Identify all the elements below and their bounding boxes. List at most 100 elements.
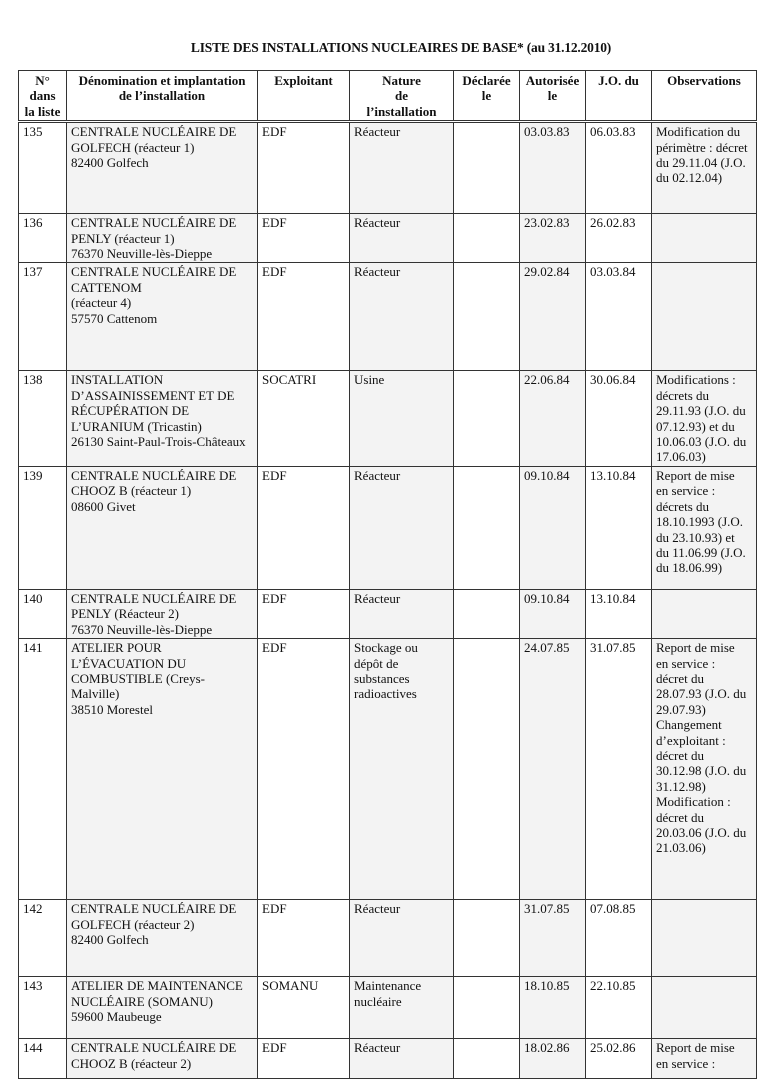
header-authorized: Autorisée le <box>519 69 586 124</box>
cell-jo: 31.07.85 <box>585 638 652 901</box>
cell-observations <box>651 262 757 372</box>
cell-declared <box>453 121 520 215</box>
cell-nature: Réacteur <box>349 1038 454 1079</box>
cell-operator: EDF <box>257 262 350 372</box>
cell-nature: Réacteur <box>349 465 454 590</box>
cell-jo: 25.02.86 <box>585 1038 652 1079</box>
cell-declared <box>453 213 520 264</box>
cell-nature: Réacteur <box>349 213 454 264</box>
cell-declared <box>453 638 520 901</box>
cell-operator: EDF <box>257 465 350 590</box>
table-row: 136 CENTRALE NUCLÉAIRE DE PENLY (réacteur… <box>18 213 757 264</box>
cell-name: CENTRALE NUCLÉAIRE DE CATTENOM (réacteur… <box>66 262 258 372</box>
cell-name: ATELIER POUR L’ÉVACUATION DU COMBUSTIBLE… <box>66 638 258 901</box>
table-row: 144 CENTRALE NUCLÉAIRE DE CHOOZ B (réacte… <box>18 1038 757 1079</box>
table-row: 137 CENTRALE NUCLÉAIRE DE CATTENOM (réact… <box>18 262 757 372</box>
cell-name: CENTRALE NUCLÉAIRE DE PENLY (réacteur 1)… <box>66 213 258 264</box>
cell-operator: EDF <box>257 1038 350 1079</box>
cell-number: 142 <box>18 899 67 978</box>
cell-nature: Stockage ou dépôt de substances radioact… <box>349 638 454 901</box>
header-declared: Déclarée le <box>453 69 520 124</box>
cell-declared <box>453 1038 520 1079</box>
table-row: 142 CENTRALE NUCLÉAIRE DE GOLFECH (réacte… <box>18 899 757 978</box>
cell-name: INSTALLATION D’ASSAINISSEMENT ET DE RÉCU… <box>66 370 258 467</box>
cell-jo: 13.10.84 <box>585 588 652 640</box>
cell-observations: Modifications : décrets du 29.11.93 (J.O… <box>651 370 757 467</box>
cell-number: 143 <box>18 976 67 1040</box>
cell-number: 136 <box>18 213 67 264</box>
cell-authorized: 03.03.83 <box>519 121 586 215</box>
cell-observations: Report de mise en service : décrets du 1… <box>651 465 757 590</box>
cell-observations: Modification du périmètre : décret du 29… <box>651 121 757 215</box>
cell-authorized: 29.02.84 <box>519 262 586 372</box>
cell-jo: 07.08.85 <box>585 899 652 978</box>
table-row: 138 INSTALLATION D’ASSAINISSEMENT ET DE R… <box>18 370 757 467</box>
cell-nature: Maintenance nucléaire <box>349 976 454 1040</box>
cell-number: 137 <box>18 262 67 372</box>
cell-operator: SOCATRI <box>257 370 350 467</box>
header-operator: Exploitant <box>257 69 350 124</box>
cell-operator: SOMANU <box>257 976 350 1040</box>
cell-jo: 30.06.84 <box>585 370 652 467</box>
cell-authorized: 18.10.85 <box>519 976 586 1040</box>
cell-jo: 06.03.83 <box>585 121 652 215</box>
table-row: 135 CENTRALE NUCLÉAIRE DE GOLFECH (réacte… <box>18 121 757 215</box>
cell-observations <box>651 213 757 264</box>
cell-declared <box>453 370 520 467</box>
header-jo: J.O. du <box>585 69 652 124</box>
cell-observations <box>651 588 757 640</box>
cell-name: ATELIER DE MAINTENANCE NUCLÉAIRE (SOMANU… <box>66 976 258 1040</box>
cell-observations: Report de mise en service : <box>651 1038 757 1079</box>
cell-number: 135 <box>18 121 67 215</box>
cell-observations: Report de mise en service : décret du 28… <box>651 638 757 901</box>
table-row: 141 ATELIER POUR L’ÉVACUATION DU COMBUSTI… <box>18 638 757 901</box>
cell-nature: Réacteur <box>349 899 454 978</box>
cell-number: 139 <box>18 465 67 590</box>
cell-jo: 13.10.84 <box>585 465 652 590</box>
cell-observations <box>651 899 757 978</box>
document-title: LISTE DES INSTALLATIONS NUCLEAIRES DE BA… <box>190 40 612 55</box>
header-nature: Nature de l’installation <box>349 69 454 124</box>
cell-name: CENTRALE NUCLÉAIRE DE CHOOZ B (réacteur … <box>66 1038 258 1079</box>
cell-operator: EDF <box>257 899 350 978</box>
cell-jo: 03.03.84 <box>585 262 652 372</box>
cell-operator: EDF <box>257 638 350 901</box>
cell-number: 140 <box>18 588 67 640</box>
cell-name: CENTRALE NUCLÉAIRE DE GOLFECH (réacteur … <box>66 899 258 978</box>
table-row: 140 CENTRALE NUCLÉAIRE DE PENLY (Réacteur… <box>18 588 757 640</box>
cell-observations <box>651 976 757 1040</box>
cell-authorized: 22.06.84 <box>519 370 586 467</box>
cell-declared <box>453 899 520 978</box>
cell-declared <box>453 588 520 640</box>
header-observations: Observations <box>651 69 757 124</box>
cell-name: CENTRALE NUCLÉAIRE DE CHOOZ B (réacteur … <box>66 465 258 590</box>
cell-operator: EDF <box>257 121 350 215</box>
cell-declared <box>453 976 520 1040</box>
header-no: N° dans la liste <box>18 69 67 124</box>
installations-table: N° dans la liste Dénomination et implant… <box>18 69 757 1079</box>
header-name: Dénomination et implantation de l’instal… <box>66 69 258 124</box>
cell-authorized: 31.07.85 <box>519 899 586 978</box>
cell-number: 141 <box>18 638 67 901</box>
cell-nature: Réacteur <box>349 262 454 372</box>
cell-jo: 26.02.83 <box>585 213 652 264</box>
cell-authorized: 24.07.85 <box>519 638 586 901</box>
cell-nature: Usine <box>349 370 454 467</box>
cell-operator: EDF <box>257 213 350 264</box>
cell-nature: Réacteur <box>349 121 454 215</box>
cell-authorized: 18.02.86 <box>519 1038 586 1079</box>
table-row: 139 CENTRALE NUCLÉAIRE DE CHOOZ B (réacte… <box>18 465 757 590</box>
cell-nature: Réacteur <box>349 588 454 640</box>
cell-operator: EDF <box>257 588 350 640</box>
cell-jo: 22.10.85 <box>585 976 652 1040</box>
cell-name: CENTRALE NUCLÉAIRE DE PENLY (Réacteur 2)… <box>66 588 258 640</box>
cell-number: 138 <box>18 370 67 467</box>
cell-authorized: 23.02.83 <box>519 213 586 264</box>
cell-authorized: 09.10.84 <box>519 465 586 590</box>
table-row: 143 ATELIER DE MAINTENANCE NUCLÉAIRE (SOM… <box>18 976 757 1040</box>
cell-name: CENTRALE NUCLÉAIRE DE GOLFECH (réacteur … <box>66 121 258 215</box>
cell-declared <box>453 465 520 590</box>
cell-number: 144 <box>18 1038 67 1079</box>
cell-declared <box>453 262 520 372</box>
table-header-row: N° dans la liste Dénomination et implant… <box>18 69 757 124</box>
